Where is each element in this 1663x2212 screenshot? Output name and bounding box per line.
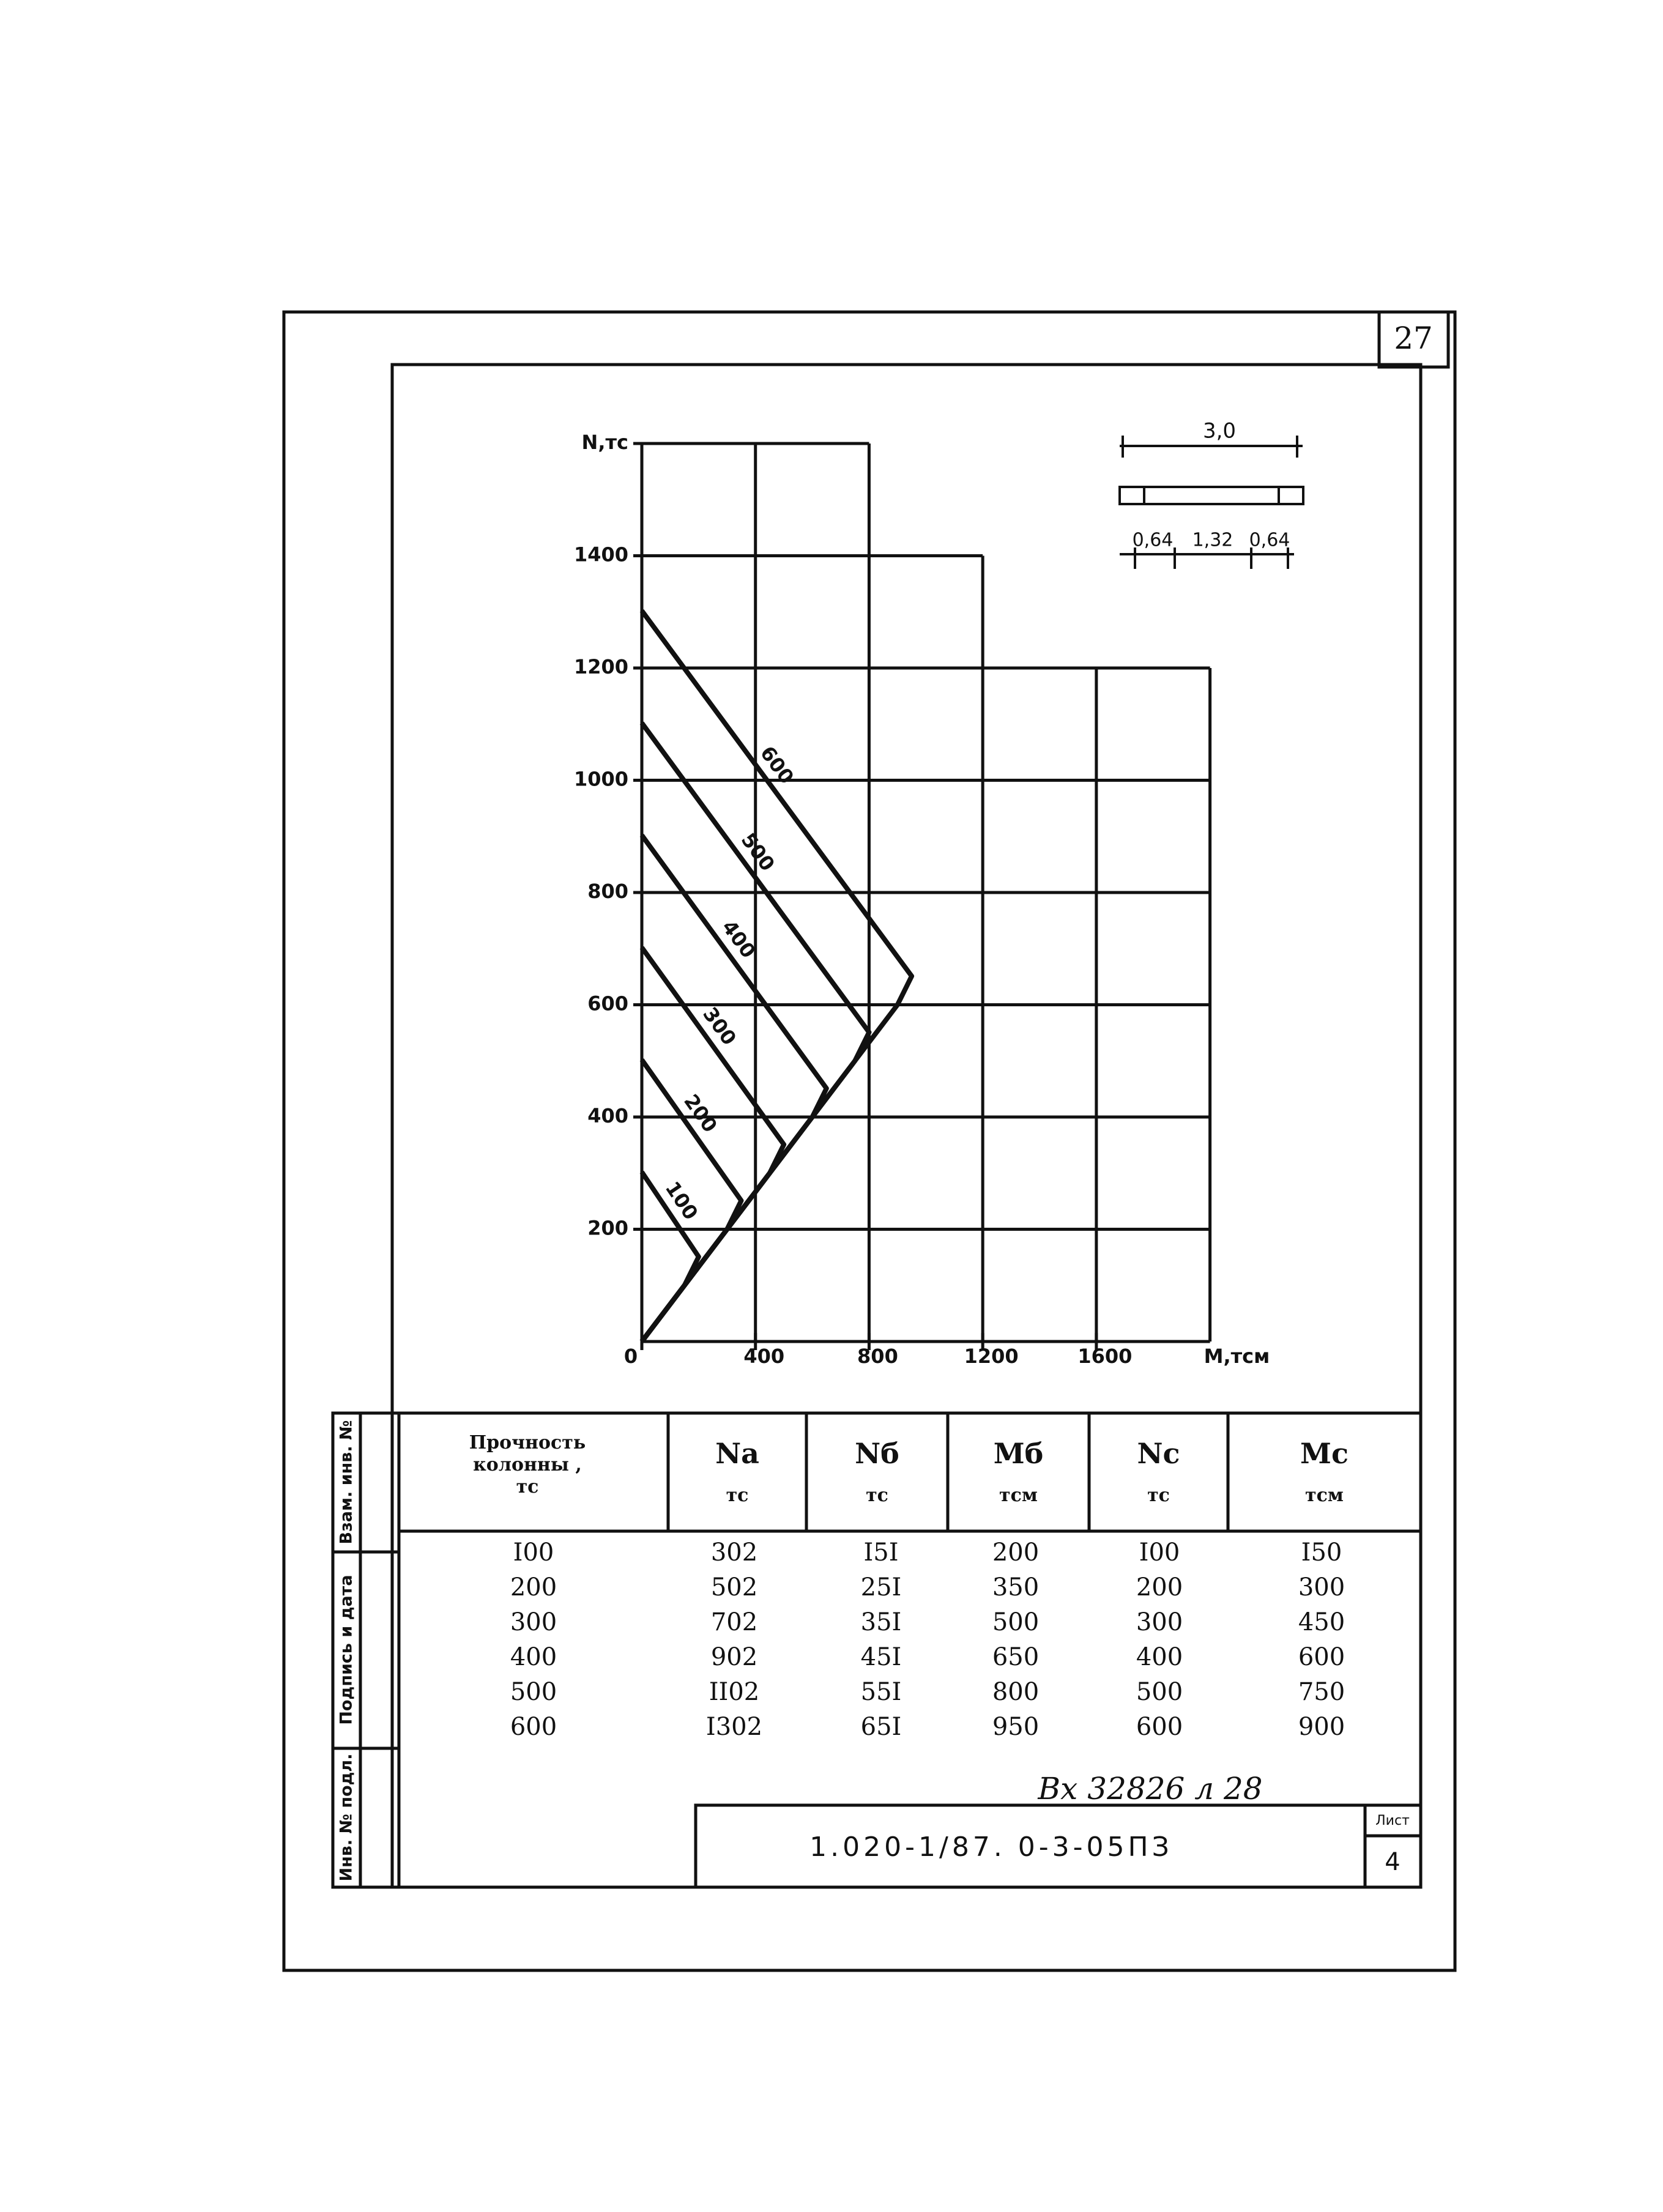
section-part: 0,64: [1249, 530, 1290, 551]
table-cell: 500: [992, 1608, 1039, 1636]
stamp-label: Подпись и дата: [337, 1575, 356, 1724]
x-axis-label: M,тсм: [1204, 1345, 1270, 1368]
sheet-number: 4: [1385, 1848, 1400, 1876]
table-header: Mб: [994, 1437, 1044, 1470]
table-cell: 600: [1136, 1713, 1183, 1741]
table-cell: I302: [706, 1713, 762, 1741]
table-cell: 25I: [861, 1573, 902, 1601]
table-cell: 300: [1136, 1608, 1183, 1636]
section-sketch: 3,0 0,64 1,32 0,64: [1118, 419, 1304, 569]
table-header: Nа: [715, 1437, 759, 1470]
table-cell: I00: [1139, 1538, 1180, 1567]
y-axis-label: N,тс: [582, 431, 628, 454]
side-stamps: Инв. № подл. Подпись и дата Взам. инв. №: [331, 1411, 401, 1889]
table-cell: 450: [1298, 1608, 1345, 1636]
section-end: [1118, 486, 1145, 505]
table-cell: 600: [510, 1713, 557, 1741]
table-header: тс: [726, 1485, 749, 1506]
table-header: тс: [1147, 1485, 1170, 1506]
table-cell: I5I: [863, 1538, 898, 1567]
table-cell: 600: [1298, 1643, 1345, 1671]
table-cell: 702: [711, 1608, 757, 1636]
curve: [639, 609, 915, 1343]
table-cell: 45I: [861, 1643, 902, 1671]
y-tick-label: 1200: [574, 655, 628, 678]
table-cell: 902: [711, 1643, 757, 1671]
table-cell: 400: [510, 1643, 557, 1671]
stamp-label: Инв. № подл.: [337, 1754, 356, 1882]
table-header: Mс: [1300, 1437, 1349, 1470]
table-header: колонны ,: [473, 1454, 582, 1475]
section-part: 1,32: [1192, 530, 1233, 551]
table-header: Nс: [1137, 1437, 1180, 1470]
document-code: 1.020-1/87. 0-3-05ПЗ: [809, 1832, 1173, 1863]
stamp-column: [331, 1411, 401, 1889]
table-cell: 300: [510, 1608, 557, 1636]
table-cell: 350: [992, 1573, 1039, 1601]
table-header: тс: [516, 1476, 539, 1498]
table-cell: 400: [1136, 1643, 1183, 1671]
x-tick-label: 400: [743, 1345, 784, 1368]
table-cell: 300: [1298, 1573, 1345, 1601]
x-tick-label: 0: [624, 1345, 638, 1368]
table-cell: 65I: [861, 1713, 902, 1741]
table-cell: 55I: [861, 1678, 902, 1706]
y-tick-label: 1000: [574, 768, 628, 791]
table-header: Nб: [855, 1437, 899, 1470]
table-cell: II02: [709, 1678, 760, 1706]
section-part: 0,64: [1133, 530, 1174, 551]
handwritten-note: Вх 32826 л 28: [1037, 1771, 1262, 1806]
table-cell: 950: [992, 1713, 1039, 1741]
table-cell: 900: [1298, 1713, 1345, 1741]
title-box: [694, 1803, 1423, 1889]
y-tick-label: 600: [587, 992, 628, 1015]
outer-frame: [282, 310, 1457, 1972]
table-header: Прочность: [469, 1432, 586, 1453]
table-cell: 35I: [861, 1608, 902, 1636]
table-cell: 200: [1136, 1573, 1183, 1601]
section-width: 3,0: [1203, 419, 1236, 444]
table-cell: 500: [1136, 1678, 1183, 1706]
x-tick-label: 1600: [1077, 1345, 1132, 1368]
table-cell: 750: [1298, 1678, 1345, 1706]
y-tick-label: 400: [587, 1104, 628, 1127]
table-cell: I00: [513, 1538, 554, 1567]
table-cell: 200: [992, 1538, 1039, 1567]
table-cell: 800: [992, 1678, 1039, 1706]
title-block: 1.020-1/87. 0-3-05ПЗ Лист 4: [694, 1803, 1423, 1889]
stamp-label: Взам. инв. №: [337, 1420, 356, 1544]
table-cell: I50: [1301, 1538, 1342, 1567]
table-cell: 302: [711, 1538, 757, 1567]
table-header: тсм: [1305, 1485, 1344, 1506]
sheet-label: Лист: [1375, 1813, 1410, 1828]
table-header: тс: [866, 1485, 888, 1506]
y-tick-label: 800: [587, 880, 628, 903]
section-end: [1278, 486, 1304, 505]
table-header: тсм: [999, 1485, 1038, 1506]
x-tick-label: 800: [857, 1345, 898, 1368]
y-tick-label: 200: [587, 1217, 628, 1240]
table-cell: 500: [510, 1678, 557, 1706]
table-cell: 650: [992, 1643, 1039, 1671]
page-number: 27: [1394, 321, 1433, 356]
y-tick-label: 1400: [574, 543, 628, 566]
table-cell: 200: [510, 1573, 557, 1601]
table-cell: 502: [711, 1573, 757, 1601]
x-tick-label: 1200: [964, 1345, 1019, 1368]
page-number-box: [1377, 310, 1450, 369]
